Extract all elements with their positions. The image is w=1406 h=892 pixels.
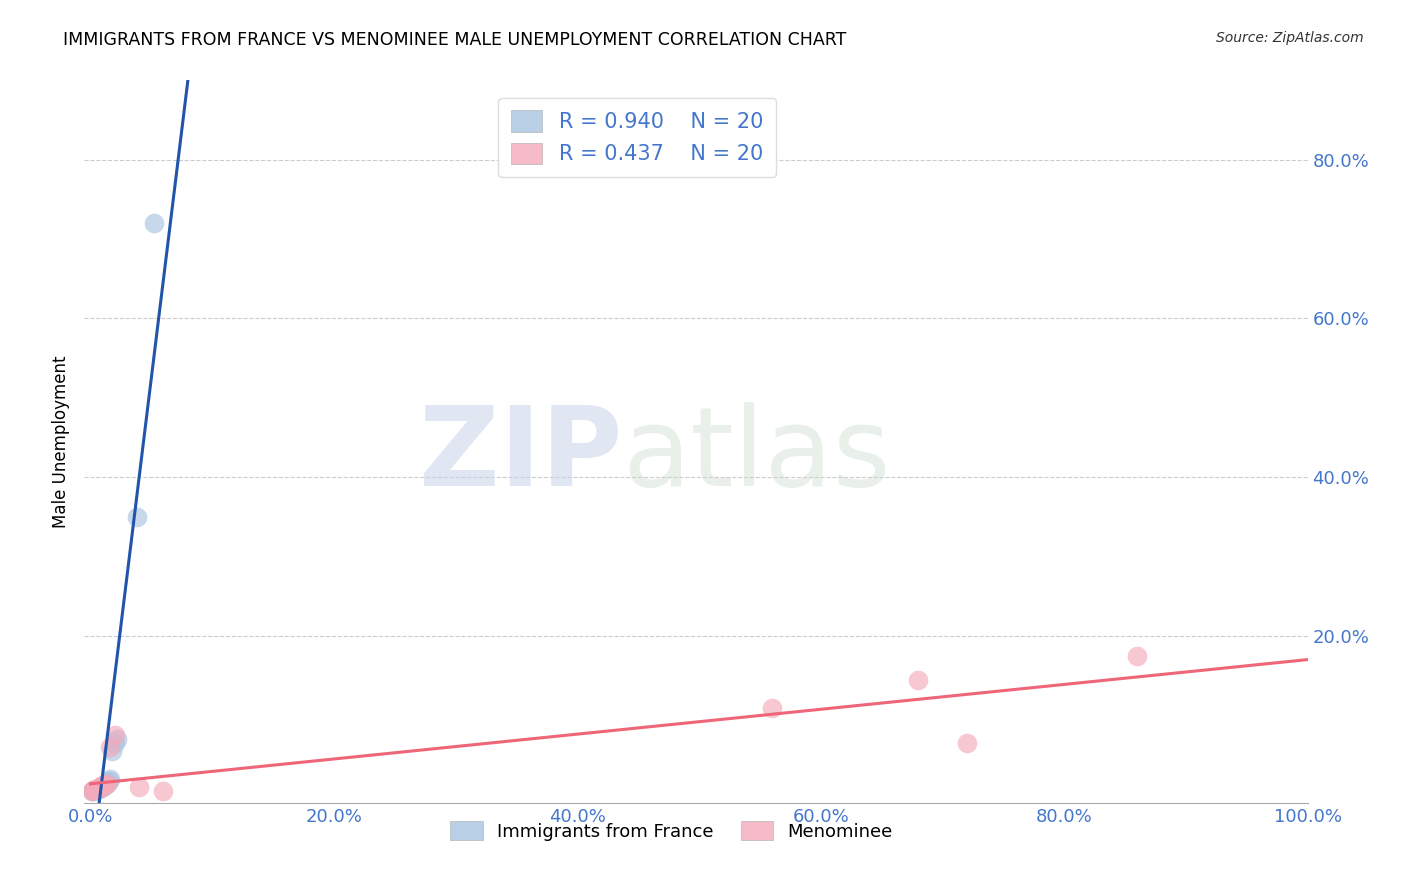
Point <box>956 736 979 750</box>
Point <box>94 778 117 792</box>
Point <box>128 780 150 794</box>
Point <box>87 781 110 796</box>
Point <box>104 736 127 750</box>
Point <box>84 783 107 797</box>
Point <box>91 780 114 794</box>
Point <box>83 783 105 797</box>
Point <box>87 780 110 795</box>
Point <box>90 779 112 793</box>
Point <box>96 776 118 790</box>
Point <box>86 782 108 797</box>
Point <box>104 728 127 742</box>
Point <box>97 774 120 789</box>
Point <box>80 784 103 798</box>
Point <box>82 784 104 798</box>
Point <box>83 783 105 797</box>
Point <box>91 778 114 792</box>
Y-axis label: Male Unemployment: Male Unemployment <box>52 355 70 528</box>
Text: IMMIGRANTS FROM FRANCE VS MENOMINEE MALE UNEMPLOYMENT CORRELATION CHART: IMMIGRANTS FROM FRANCE VS MENOMINEE MALE… <box>63 31 846 49</box>
Point <box>87 781 110 796</box>
Point <box>87 782 110 797</box>
Point <box>89 780 111 794</box>
Point <box>761 700 783 714</box>
Point <box>98 740 121 755</box>
Point <box>84 782 107 797</box>
Point <box>82 783 104 797</box>
Point <box>86 782 108 797</box>
Point <box>80 784 103 798</box>
Point <box>142 216 165 230</box>
Point <box>152 784 174 798</box>
Point <box>93 778 115 792</box>
Text: atlas: atlas <box>623 402 891 509</box>
Point <box>907 673 929 687</box>
Point <box>96 777 118 791</box>
Point <box>125 510 148 524</box>
Point <box>90 780 112 794</box>
Point <box>105 732 128 747</box>
Point <box>89 780 111 795</box>
Point <box>94 778 117 792</box>
Text: ZIP: ZIP <box>419 402 623 509</box>
Point <box>98 772 121 786</box>
Text: Source: ZipAtlas.com: Source: ZipAtlas.com <box>1216 31 1364 45</box>
Point <box>1126 648 1149 663</box>
Legend: Immigrants from France, Menominee: Immigrants from France, Menominee <box>443 814 900 848</box>
Point <box>101 744 124 758</box>
